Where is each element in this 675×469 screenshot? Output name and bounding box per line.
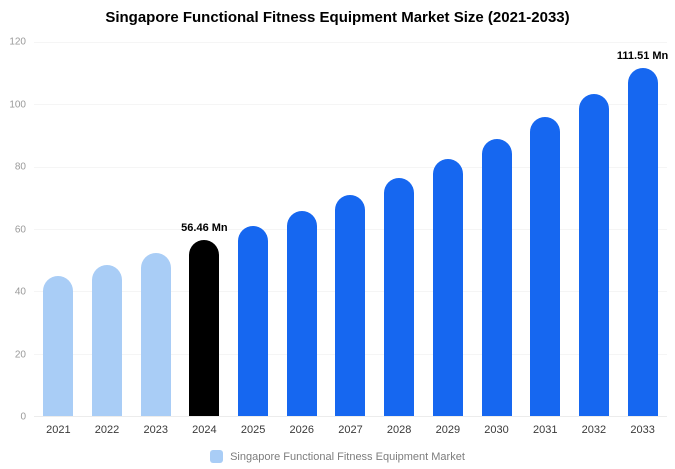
bar-value-label-2033: 111.51 Mn (616, 50, 669, 63)
bar-column-2021 (34, 42, 83, 416)
x-axis-label-2025: 2025 (240, 424, 266, 436)
bar-column-2032 (570, 42, 619, 416)
x-axis-label-2029: 2029 (435, 424, 461, 436)
y-axis-tick-label: 120 (9, 36, 26, 48)
x-axis-label-2024: 2024 (192, 424, 217, 436)
bar-2029[interactable] (432, 159, 463, 416)
x-axis-label-2022: 2022 (94, 424, 120, 436)
bar-2022[interactable] (92, 264, 123, 416)
bar-column-2030 (472, 42, 521, 416)
x-axis-label-2027: 2027 (338, 424, 363, 436)
bar-column-2031 (521, 42, 570, 416)
chart-title: Singapore Functional Fitness Equipment M… (105, 9, 570, 26)
bar-2033[interactable] (627, 68, 658, 416)
bar-2030[interactable] (481, 138, 512, 416)
x-axis-label-2021: 2021 (46, 424, 71, 436)
bar-2021[interactable] (43, 275, 74, 416)
x-axis-label-2030: 2030 (484, 424, 509, 436)
plot-area: 56.46 Mn 111.51 Mn (34, 42, 669, 417)
bar-2023[interactable] (140, 253, 171, 416)
y-axis-tick-label: 80 (14, 161, 26, 173)
bars-row: 56.46 Mn 111.51 Mn (34, 42, 669, 416)
bar-column-2027 (326, 42, 375, 416)
bar-column-2029 (424, 42, 473, 416)
y-axis: 0 20 40 60 80 100 120 (0, 37, 28, 423)
legend-swatch-icon (210, 450, 224, 463)
y-axis-tick-label: 0 (20, 411, 26, 423)
y-axis-tick-label: 60 (14, 224, 26, 235)
bar-2028[interactable] (384, 177, 415, 416)
bar-2027[interactable] (335, 195, 366, 416)
x-axis-label-2031: 2031 (532, 424, 558, 436)
bar-value-label-2024: 56.46 Mn (181, 222, 228, 235)
bar-column-2033: 111.51 Mn (616, 42, 669, 416)
bar-column-2023 (131, 42, 180, 416)
bar-2025[interactable] (238, 226, 269, 416)
x-axis-label-2026: 2026 (289, 424, 315, 436)
x-axis-label-2033: 2033 (630, 424, 655, 436)
y-axis-tick-label: 100 (9, 99, 26, 110)
bar-2024[interactable] (189, 240, 220, 416)
legend-label: Singapore Functional Fitness Equipment M… (230, 450, 465, 463)
legend: Singapore Functional Fitness Equipment M… (0, 450, 675, 463)
bar-column-2022 (83, 42, 132, 416)
bar-2032[interactable] (578, 93, 609, 416)
bar-column-2026 (277, 42, 326, 416)
bar-column-2025 (229, 42, 278, 416)
bar-column-2028 (375, 42, 424, 416)
x-axis-label-2023: 2023 (143, 424, 168, 436)
gridline (34, 104, 667, 106)
y-axis-tick-label: 20 (14, 349, 26, 360)
gridline (34, 42, 667, 43)
x-axis-label-2032: 2032 (581, 424, 607, 436)
x-axis-label-2028: 2028 (386, 424, 412, 436)
x-axis: 2021 2022 2023 2024 2025 2026 2027 2028 2029 2030… (34, 421, 667, 439)
bar-column-2024: 56.46 Mn (180, 42, 229, 416)
bar-2031[interactable] (530, 117, 561, 416)
bar-2026[interactable] (286, 211, 317, 416)
gridline (34, 166, 667, 168)
y-axis-tick-label: 40 (14, 286, 26, 298)
